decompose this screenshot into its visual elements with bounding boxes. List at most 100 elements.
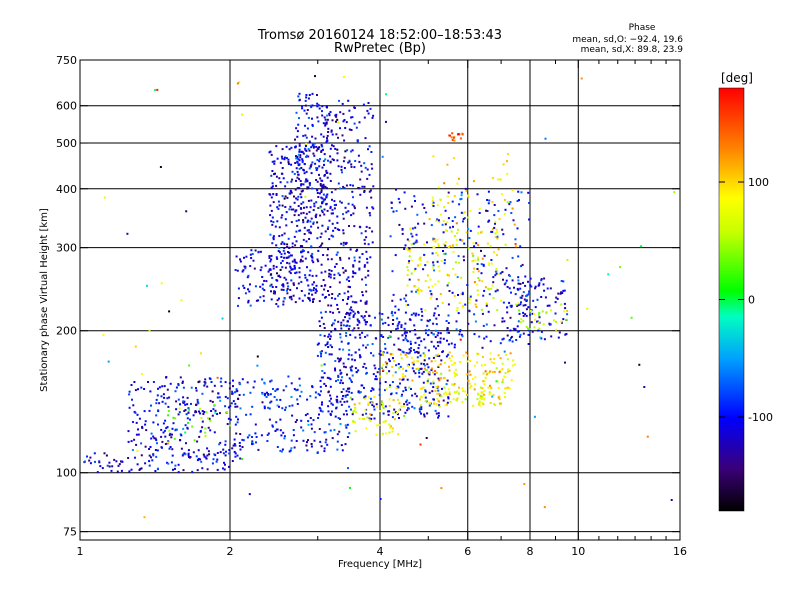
data-point [427,334,430,337]
data-point [327,346,330,348]
data-point [293,264,296,267]
data-point [311,385,314,388]
data-point [237,418,239,421]
data-point [291,268,294,271]
data-point [284,408,287,411]
data-point [338,348,341,351]
data-point [310,163,313,166]
data-point [275,184,278,187]
data-point [288,450,291,453]
data-point [332,322,335,325]
data-point [140,386,143,389]
data-point [360,384,363,387]
data-point [345,313,348,315]
data-point [510,212,513,214]
data-point [340,242,343,245]
data-point [447,282,450,285]
data-point [456,397,459,400]
data-point [182,386,185,389]
data-point [325,195,328,198]
data-point [327,304,330,307]
data-point [195,404,198,406]
data-point [562,280,565,283]
data-point [314,215,317,217]
data-point [365,290,368,293]
data-point [305,155,308,158]
data-point [188,364,191,367]
data-point [419,443,422,446]
data-point [452,244,454,247]
data-point [265,280,268,283]
data-point [459,330,461,333]
data-point [284,206,287,208]
data-point [152,381,155,383]
data-point [543,506,546,509]
data-point [306,449,309,452]
data-point [296,135,299,138]
data-point [289,265,292,268]
data-point [304,180,307,183]
data-point [410,356,413,359]
data-point [311,187,314,190]
data-point [483,380,486,383]
data-point [322,148,324,151]
data-point [289,288,292,291]
data-point [295,220,298,222]
data-point [256,364,259,367]
data-point [345,241,348,244]
data-point [177,384,180,387]
data-point [485,335,488,338]
data-point [270,254,273,257]
data-point [278,274,281,277]
data-point [404,244,407,247]
data-point [157,423,159,426]
data-point [432,322,435,325]
data-point [421,314,424,317]
data-point [384,420,387,423]
data-point [272,238,275,241]
data-point [347,342,350,345]
data-point [517,276,520,279]
data-point [466,393,468,396]
data-point [295,167,298,170]
data-point [406,409,409,412]
data-point [447,353,450,356]
data-point [310,146,313,149]
data-point [318,320,321,323]
data-point [447,217,450,220]
data-point [298,159,301,162]
data-point [321,370,324,372]
data-point [311,135,314,138]
data-point [417,290,420,293]
data-point [283,437,286,440]
data-point [378,393,381,396]
data-point [408,386,411,389]
data-point [410,243,413,246]
data-point [338,358,341,361]
data-point [323,431,326,434]
data-point [403,248,406,250]
data-point [357,390,360,393]
data-point [468,301,471,304]
colorbar-label: [deg] [721,71,753,85]
data-point [423,243,426,246]
data-point [430,292,433,295]
data-point [477,293,479,296]
data-point [166,441,169,444]
data-point [514,238,517,241]
data-point [525,295,527,298]
data-point [128,406,131,409]
data-point [477,392,479,395]
data-point [307,423,310,426]
data-point [518,312,521,315]
data-point [275,244,278,247]
data-point [488,199,491,202]
data-point [548,304,551,307]
data-point [484,286,487,289]
data-point [432,201,435,204]
data-point [432,382,435,385]
data-point [304,257,307,260]
data-point [315,290,318,293]
data-point [414,200,416,202]
